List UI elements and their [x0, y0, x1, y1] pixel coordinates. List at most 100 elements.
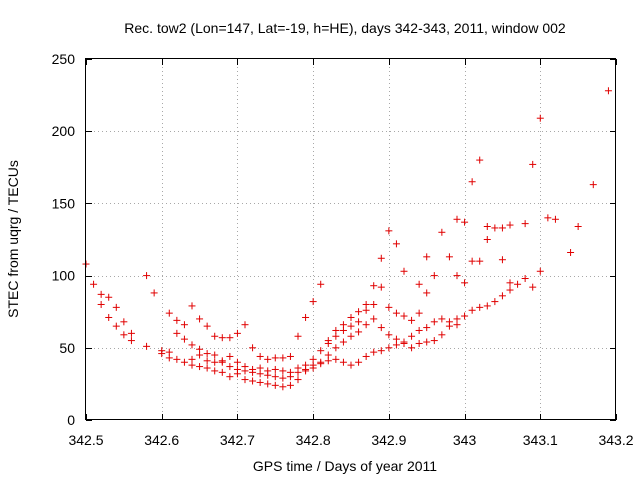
data-point [211, 367, 219, 375]
data-point [339, 338, 347, 346]
data-point [347, 361, 355, 369]
y-tick-labels: 0 50 100 150 200 250 [52, 51, 76, 428]
data-point [370, 348, 378, 356]
data-point [226, 334, 234, 342]
y-tick-label: 50 [59, 340, 75, 356]
data-point [173, 316, 181, 324]
data-point [468, 257, 476, 265]
data-point [483, 236, 491, 243]
data-point [453, 215, 461, 223]
data-point [173, 329, 181, 337]
data-point [392, 309, 400, 317]
x-tick-label: 342.7 [220, 432, 255, 448]
data-point [317, 347, 325, 355]
data-point [127, 329, 135, 337]
data-point [476, 303, 484, 311]
y-tick-label: 200 [52, 123, 76, 139]
data-point [362, 306, 370, 314]
data-points [82, 87, 612, 391]
data-point [498, 292, 506, 300]
data-point [264, 367, 272, 375]
data-point [423, 253, 431, 261]
data-point [294, 376, 302, 384]
data-point [362, 321, 370, 329]
data-point [355, 358, 363, 366]
data-point [249, 365, 257, 373]
data-point [476, 156, 484, 164]
data-point [286, 368, 294, 376]
data-point [370, 282, 378, 290]
data-point [249, 377, 257, 385]
data-point [445, 318, 453, 326]
data-point [529, 283, 537, 291]
data-point [203, 364, 211, 372]
data-point [158, 350, 166, 358]
data-point [317, 280, 325, 288]
data-point [430, 272, 438, 280]
data-point [423, 338, 431, 346]
data-point [347, 332, 355, 340]
data-point [218, 357, 226, 365]
data-point [218, 368, 226, 376]
data-point [506, 286, 514, 294]
data-point [112, 322, 120, 330]
data-point [324, 357, 332, 365]
data-point [279, 367, 287, 375]
data-point [279, 374, 287, 382]
data-point [211, 358, 219, 366]
data-point [461, 279, 469, 287]
data-point [97, 300, 105, 308]
y-axis-label: STEC from uqrg / TECUs [5, 160, 21, 318]
data-point [385, 303, 393, 311]
data-point [438, 315, 446, 323]
data-point [408, 316, 416, 324]
data-point [294, 332, 302, 340]
data-point [574, 223, 582, 231]
data-point [196, 315, 204, 323]
data-point [408, 332, 416, 340]
data-point [423, 324, 431, 332]
data-point [461, 218, 469, 226]
data-point [286, 381, 294, 389]
data-point [377, 283, 385, 291]
data-point [506, 221, 514, 229]
data-point [143, 342, 151, 350]
data-point [415, 326, 423, 334]
data-point [233, 358, 241, 366]
data-point [370, 300, 378, 308]
x-tick-label: 343.2 [598, 432, 633, 448]
data-point [529, 160, 537, 168]
data-point [514, 280, 522, 288]
x-tick-label: 342.9 [371, 432, 406, 448]
data-point [491, 298, 499, 306]
data-point [241, 363, 249, 371]
x-tick-labels: 342.5 342.6 342.7 342.8 342.9 343 343.1 343.2 [68, 432, 633, 448]
data-point [438, 228, 446, 236]
data-point [271, 373, 279, 381]
data-point [309, 364, 317, 372]
data-point [97, 290, 105, 298]
data-point [271, 381, 279, 389]
data-point [211, 351, 219, 359]
data-point [415, 339, 423, 347]
data-point [347, 322, 355, 330]
data-point [536, 267, 544, 275]
data-point [302, 313, 310, 321]
data-point [339, 358, 347, 366]
data-point [332, 344, 340, 352]
data-point [468, 178, 476, 186]
data-point [226, 352, 234, 360]
data-point [604, 87, 612, 95]
data-point [233, 329, 241, 337]
data-point [468, 306, 476, 314]
data-point [203, 357, 211, 365]
data-point [392, 341, 400, 349]
data-point [385, 227, 393, 235]
data-point [302, 365, 310, 373]
data-point [196, 363, 204, 371]
data-point [226, 363, 234, 371]
data-point [498, 256, 506, 264]
data-point [271, 354, 279, 362]
y-tick-label: 250 [52, 51, 76, 67]
data-point [483, 302, 491, 310]
